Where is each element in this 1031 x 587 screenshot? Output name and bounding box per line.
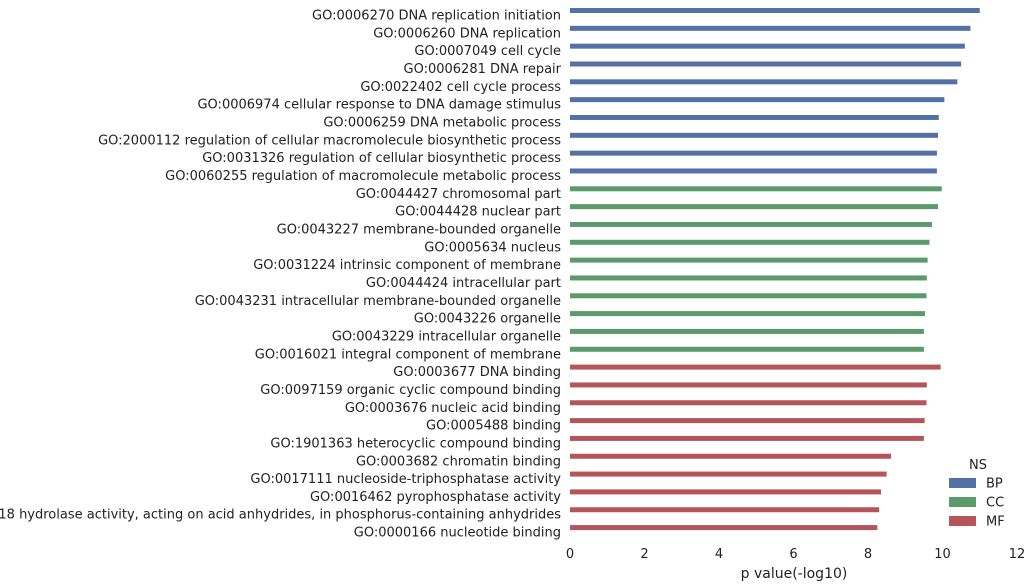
bar-cc: [570, 239, 930, 245]
bar-bp: [570, 79, 958, 85]
bar-cc: [570, 204, 939, 210]
category-label: GO:0006281 DNA repair: [404, 62, 562, 77]
x-tick-label: 10: [934, 547, 951, 562]
bar-mf: [570, 471, 887, 477]
bar-cc: [570, 293, 927, 299]
category-label: GO:0044424 intracellular part: [366, 276, 561, 291]
bar-mf: [570, 364, 941, 370]
x-tick-label: 12: [1009, 547, 1026, 562]
category-label: GO:0000166 nucleotide binding: [354, 526, 561, 541]
category-label: GO:0005488 binding: [426, 419, 561, 434]
legend-label-bp: BP: [986, 477, 1003, 492]
bar-bp: [570, 132, 939, 138]
category-label: GO:0031326 regulation of cellular biosyn…: [202, 151, 561, 166]
category-label: GO:0043226 organelle: [414, 312, 561, 327]
bar-cc: [570, 275, 927, 281]
x-tick-label: 2: [640, 547, 648, 562]
bar-mf: [570, 489, 882, 495]
category-label: GO:0003677 DNA binding: [393, 365, 561, 380]
category-label: GO:0007049 cell cycle: [414, 44, 561, 59]
legend-swatch-mf: [949, 516, 976, 526]
x-tick-label: 4: [715, 547, 723, 562]
category-label: GO:0016021 integral component of membran…: [255, 347, 561, 362]
bar-mf: [570, 435, 924, 441]
bar-cc: [570, 346, 924, 352]
category-label: GO:0044428 nuclear part: [395, 205, 561, 220]
category-labels: GO:0006270 DNA replication initiation GO:…: [0, 9, 562, 541]
x-tick-label: 6: [789, 547, 797, 562]
category-label: GO:0031224 intrinsic component of membra…: [253, 258, 561, 273]
category-label: GO:0043227 membrane-bounded organelle: [277, 222, 561, 237]
bar-bp: [570, 168, 937, 174]
legend-title: NS: [969, 458, 987, 473]
legend-entries: BP CC MF: [949, 477, 1005, 530]
bar-mf: [570, 400, 927, 406]
bar-cc: [570, 186, 942, 192]
category-label: GO:0060255 regulation of macromolecule m…: [165, 169, 561, 184]
bar-mf: [570, 418, 925, 424]
x-tick-label: 0: [566, 547, 574, 562]
category-label: GO:0003682 chromatin binding: [356, 454, 561, 469]
bar-mf: [570, 525, 878, 531]
category-label: GO:0043231 intracellular membrane-bounde…: [195, 294, 561, 309]
category-label: GO:1901363 heterocyclic compound binding: [270, 436, 561, 451]
legend: NS BP CC MF: [949, 458, 1005, 530]
category-label: GO:0022402 cell cycle process: [360, 80, 561, 95]
bar-cc: [570, 257, 928, 263]
category-label: GO:0006259 DNA metabolic process: [323, 115, 561, 130]
x-tick-labels: 0 2 4 6 8 10 12: [566, 547, 1025, 562]
category-label: GO:0006974 cellular response to DNA dama…: [197, 98, 561, 113]
category-label: GO:0097159 organic cyclic compound bindi…: [260, 383, 561, 398]
legend-label-mf: MF: [986, 515, 1005, 530]
category-label: GO:0006270 DNA replication initiation: [312, 9, 561, 24]
legend-swatch-bp: [949, 478, 976, 488]
bar-bp: [570, 150, 937, 156]
category-label: GO:0016818 hydrolase activity, acting on…: [0, 508, 561, 523]
category-label: GO:0044427 chromosomal part: [356, 187, 561, 202]
bar-bp: [570, 61, 962, 67]
category-label: GO:0003676 nucleic acid binding: [345, 401, 561, 416]
category-label: GO:2000112 regulation of cellular macrom…: [98, 133, 561, 148]
bar-cc: [570, 221, 933, 227]
category-label: GO:0006260 DNA replication: [373, 26, 561, 41]
bar-bp: [570, 97, 945, 103]
bar-bp: [570, 114, 939, 120]
bar-mf: [570, 382, 927, 388]
legend-swatch-cc: [949, 497, 976, 507]
bar-bp: [570, 43, 965, 49]
x-tick-label: 8: [864, 547, 872, 562]
bar-mf: [570, 453, 892, 459]
category-label: GO:0016462 pyrophosphatase activity: [310, 490, 561, 505]
category-label: GO:0043229 intracellular organelle: [332, 329, 561, 344]
category-label: GO:0005634 nucleus: [424, 240, 561, 255]
bar-bp: [570, 8, 980, 13]
bars: [570, 8, 980, 531]
category-label: GO:0017111 nucleoside-triphosphatase act…: [250, 472, 561, 487]
bar-cc: [570, 311, 925, 317]
bar-cc: [570, 328, 924, 334]
legend-label-cc: CC: [986, 496, 1004, 511]
x-axis-title: p value(-log10): [741, 566, 848, 582]
bar-mf: [570, 507, 880, 513]
bar-bp: [570, 25, 971, 31]
